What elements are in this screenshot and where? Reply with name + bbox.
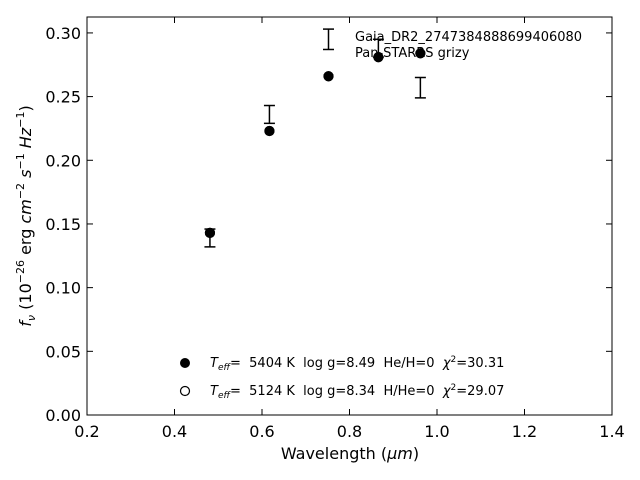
- observed-error-bar: [263, 104, 275, 125]
- y-tick-label: 0.10: [45, 279, 81, 298]
- x-tick-label: 1.2: [512, 422, 537, 441]
- x-tick-label: 0.8: [337, 422, 362, 441]
- y-axis-label: fν (10−26 erg cm−2 s−1 Hz−1): [14, 105, 38, 326]
- observed-error-bar: [414, 76, 426, 99]
- legend-marker-filled: [180, 358, 190, 368]
- x-tick-label: 0.4: [162, 422, 187, 441]
- y-tick-label: 0.15: [45, 215, 81, 234]
- model-point-filled: [415, 48, 426, 59]
- y-tick-label: 0.20: [45, 151, 81, 170]
- y-tick-label: 0.00: [45, 406, 81, 425]
- model-point-filled: [204, 227, 216, 238]
- y-axis-ticks: 0.00 0.05 0.10 0.15 0.20 0.25 0.30: [45, 24, 612, 425]
- model-point-filled: [264, 125, 275, 137]
- model-point-filled: [323, 71, 334, 82]
- observed-error-bars: [204, 28, 426, 248]
- x-axis-ticks: 0.2 0.4 0.6 0.8 1.0 1.2 1.4: [74, 17, 625, 441]
- legend-marker-open: [179, 385, 191, 397]
- legend: Teff= 5404 K log g=8.49 He/H=0 χ2=30.31 …: [179, 355, 504, 401]
- model-point-filled: [373, 52, 384, 63]
- legend-entry-1: Teff= 5404 K log g=8.49 He/H=0 χ2=30.31: [210, 355, 504, 373]
- y-tick-label: 0.30: [45, 24, 81, 43]
- model-points: [204, 48, 426, 238]
- x-tick-label: 1.0: [424, 422, 449, 441]
- x-axis-label: Wavelength (μm): [281, 444, 419, 463]
- x-tick-label: 0.6: [249, 422, 274, 441]
- y-tick-label: 0.05: [45, 342, 81, 361]
- observed-error-bar: [323, 28, 334, 51]
- x-tick-label: 0.2: [74, 422, 99, 441]
- annotation-filters: Pan-STARRS grizy: [355, 46, 470, 61]
- legend-entry-2: Teff= 5124 K log g=8.34 H/He=0 χ2=29.07: [210, 383, 504, 401]
- y-tick-label: 0.25: [45, 88, 81, 107]
- x-tick-label: 1.4: [599, 422, 624, 441]
- annotation-source: Gaia_DR2_2747384888699406080: [355, 30, 582, 45]
